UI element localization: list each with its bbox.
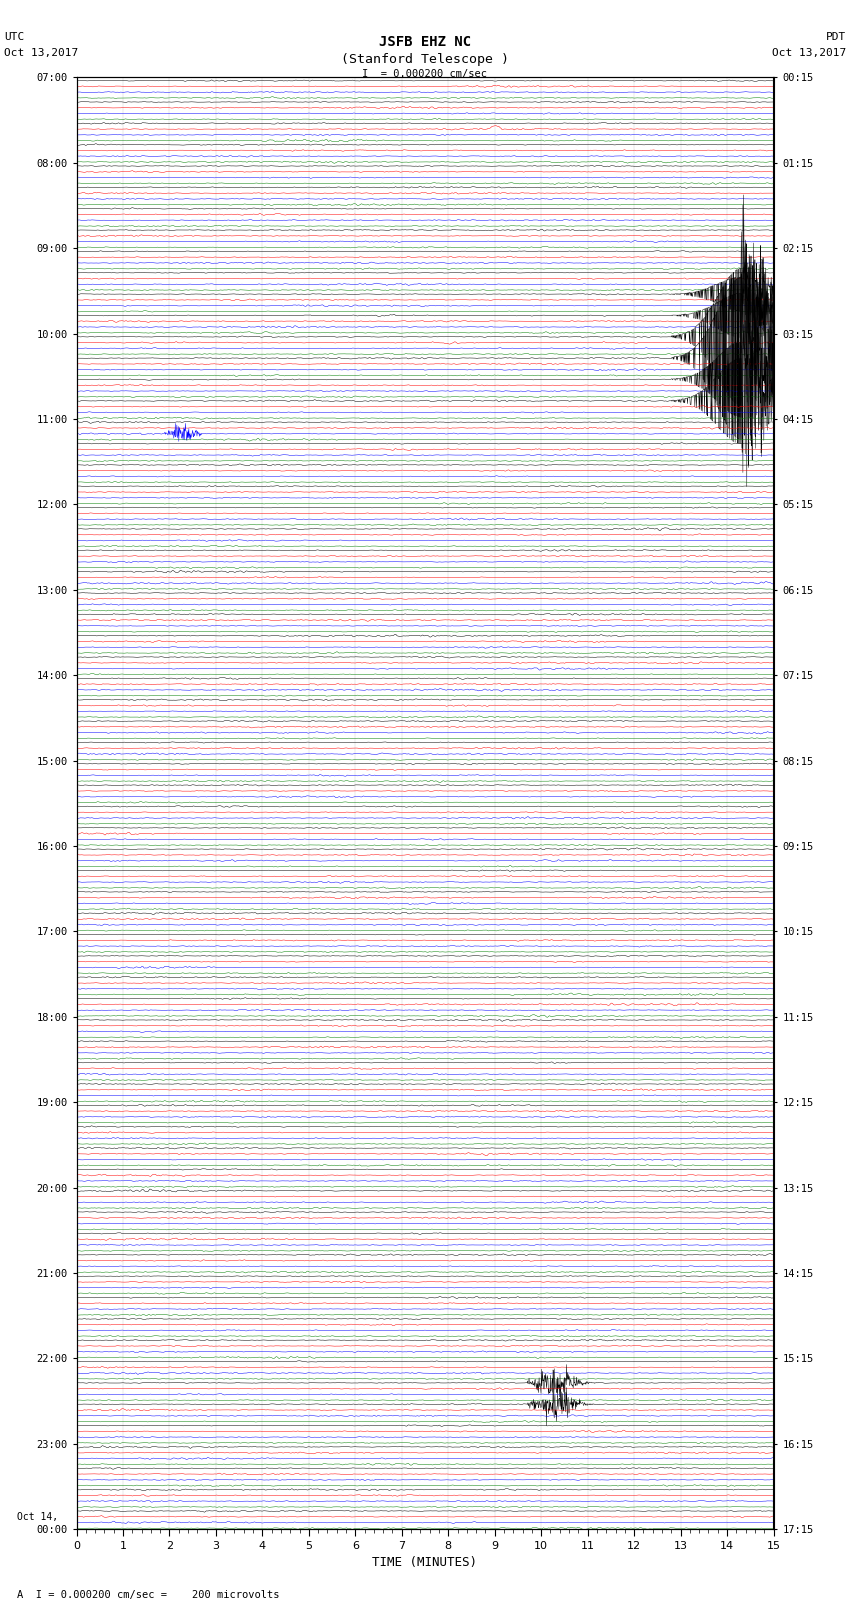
Text: I  = 0.000200 cm/sec: I = 0.000200 cm/sec [362, 69, 488, 79]
Text: JSFB EHZ NC: JSFB EHZ NC [379, 35, 471, 50]
Text: (Stanford Telescope ): (Stanford Telescope ) [341, 53, 509, 66]
Text: Oct 13,2017: Oct 13,2017 [4, 48, 78, 58]
X-axis label: TIME (MINUTES): TIME (MINUTES) [372, 1557, 478, 1569]
Text: Oct 13,2017: Oct 13,2017 [772, 48, 846, 58]
Text: PDT: PDT [825, 32, 846, 42]
Text: A  I = 0.000200 cm/sec =    200 microvolts: A I = 0.000200 cm/sec = 200 microvolts [17, 1590, 280, 1600]
Text: UTC: UTC [4, 32, 25, 42]
Text: Oct 14,: Oct 14, [17, 1511, 59, 1523]
